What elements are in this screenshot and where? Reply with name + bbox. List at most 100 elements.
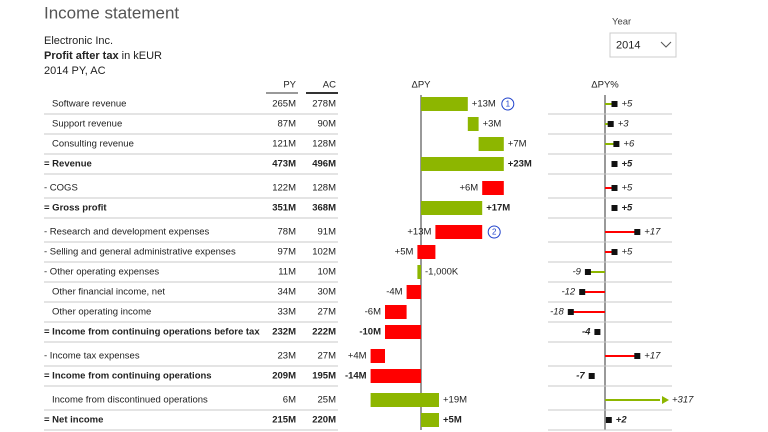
delta-label: +5M xyxy=(443,415,462,426)
delta-bar xyxy=(421,201,483,215)
ac-value: 278M xyxy=(312,99,336,110)
pct-marker xyxy=(579,289,586,295)
year-select[interactable]: 2014 xyxy=(609,32,677,58)
py-value: 78M xyxy=(278,227,297,238)
py-value: 232M xyxy=(272,327,296,338)
pct-label: +6 xyxy=(623,139,635,150)
delta-label: +3M xyxy=(483,119,502,130)
delta-label: +6M xyxy=(459,183,478,194)
row-label: = Net income xyxy=(44,415,103,426)
delta-label: -14M xyxy=(345,371,367,382)
select-value[interactable]: 2014 xyxy=(616,39,640,51)
annotation-circle xyxy=(487,225,501,239)
row-label: = Income from continuing operations xyxy=(44,371,212,382)
delta-label: +7M xyxy=(508,139,527,150)
pct-arrow xyxy=(662,396,669,404)
ac-value: 25M xyxy=(318,395,337,406)
chevron[interactable] xyxy=(660,41,672,48)
delta-bar xyxy=(467,117,479,131)
pct-label: +5 xyxy=(622,183,634,194)
py-value: 23M xyxy=(278,351,297,362)
pct-marker xyxy=(584,269,591,275)
row-label: Other financial income, net xyxy=(52,287,165,298)
row-label: - Income tax expenses xyxy=(44,351,140,362)
delta-bar xyxy=(417,245,436,259)
pct-label: +5 xyxy=(622,99,634,110)
select-box[interactable] xyxy=(609,32,677,58)
delta-bar xyxy=(385,305,407,319)
ac-value: 496M xyxy=(312,159,336,170)
delta-bar xyxy=(385,325,421,339)
delta-label: -1,000K xyxy=(425,267,459,278)
col-header: AC xyxy=(323,80,336,91)
py-value: 209M xyxy=(272,371,296,382)
py-value: 87M xyxy=(278,119,297,130)
delta-label: +4M xyxy=(348,351,367,362)
py-value: 6M xyxy=(283,395,296,406)
pct-label: +317 xyxy=(672,395,694,406)
delta-label: -4M xyxy=(386,287,402,298)
ac-value: 128M xyxy=(312,139,336,150)
delta-bar xyxy=(435,225,483,239)
delta-label: +19M xyxy=(443,395,467,406)
annotation: 2 xyxy=(492,228,497,237)
pct-label: +2 xyxy=(616,415,628,426)
pct-label: -7 xyxy=(576,371,585,382)
py-value: 473M xyxy=(272,159,296,170)
col-header: ΔPY% xyxy=(591,80,619,91)
delta-label: -10M xyxy=(359,327,381,338)
ac-value: 90M xyxy=(318,119,337,130)
delta-label: +5M xyxy=(395,247,414,258)
pct-label: +17 xyxy=(644,227,661,238)
year-label: Year xyxy=(612,17,631,28)
pct-marker xyxy=(611,101,618,107)
pct-marker xyxy=(607,121,614,127)
delta-bar xyxy=(421,97,468,111)
delta-bar xyxy=(370,393,439,407)
pct-marker xyxy=(634,229,641,235)
pct-marker xyxy=(611,205,618,211)
pct-label: +5 xyxy=(622,159,634,170)
delta-bar xyxy=(421,157,504,171)
col-header: PY xyxy=(283,80,296,91)
row-label: = Revenue xyxy=(44,159,92,170)
pct-marker xyxy=(611,185,618,191)
ac-value: 30M xyxy=(318,287,337,298)
report-title: Income statement xyxy=(44,3,179,22)
delta-label: +23M xyxy=(508,159,532,170)
row-label: Income from discontinued operations xyxy=(52,395,208,406)
row-label: Support revenue xyxy=(52,119,122,130)
company: Electronic Inc. xyxy=(44,35,113,47)
delta-bar xyxy=(482,181,504,195)
delta-label: +13M xyxy=(472,99,496,110)
pct-marker xyxy=(605,417,612,423)
pct-label: -18 xyxy=(550,307,564,318)
ac-value: 222M xyxy=(312,327,336,338)
measure: Profit after tax in kEUR xyxy=(44,50,162,62)
annotation: 1 xyxy=(506,100,511,109)
pct-label: +17 xyxy=(644,351,661,362)
unit: in kEUR xyxy=(119,50,162,62)
row-label: Other operating income xyxy=(52,307,151,318)
row-label: Software revenue xyxy=(52,99,126,110)
pct-marker xyxy=(634,353,641,359)
ac-value: 102M xyxy=(312,247,336,258)
ac-value: 10M xyxy=(318,267,337,278)
ac-value: 368M xyxy=(312,203,336,214)
row-label: = Income from continuing operations befo… xyxy=(44,327,260,338)
ac-value: 27M xyxy=(318,351,337,362)
row-label: - Selling and general administrative exp… xyxy=(44,247,236,258)
ac-value: 91M xyxy=(318,227,337,238)
py-value: 265M xyxy=(272,99,296,110)
py-value: 34M xyxy=(278,287,297,298)
delta-bar xyxy=(370,349,385,363)
pct-label: -9 xyxy=(572,267,581,278)
pct-marker xyxy=(567,309,574,315)
delta-label: -6M xyxy=(365,307,381,318)
delta-bar xyxy=(478,137,504,151)
py-value: 122M xyxy=(272,183,296,194)
delta-label: +17M xyxy=(486,203,510,214)
measure-name: Profit after tax xyxy=(44,50,119,62)
ac-value: 128M xyxy=(312,183,336,194)
